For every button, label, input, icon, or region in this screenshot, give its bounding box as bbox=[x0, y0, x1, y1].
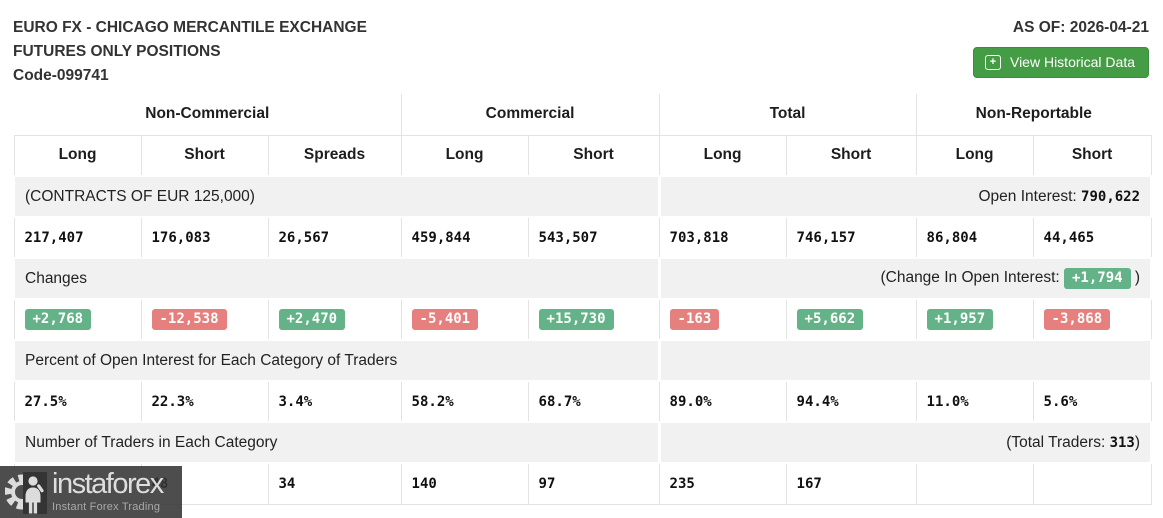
open-interest-cell: Open Interest: 790,622 bbox=[658, 175, 1153, 218]
change-badge: -163 bbox=[669, 309, 720, 330]
watermark-tagline: Instant Forex Trading bbox=[52, 500, 161, 513]
traders-count-cell: 97 bbox=[527, 462, 660, 505]
percent-value-cell: 27.5% bbox=[13, 380, 142, 423]
changes-label: Changes bbox=[12, 257, 661, 300]
percent-band-spacer bbox=[658, 339, 1153, 382]
percent-value-cell: 89.0% bbox=[658, 380, 787, 423]
group-header-commercial: Commercial bbox=[400, 94, 660, 136]
positions-row: 217,407 176,083 26,567 459,844 543,507 7… bbox=[13, 216, 1152, 259]
change-value-cell: +2,470 bbox=[267, 298, 402, 341]
traders-band-row: Number of Traders in Each Category (Tota… bbox=[12, 421, 1153, 464]
report-title-line2: FUTURES ONLY POSITIONS bbox=[13, 43, 221, 60]
report-code: Code-099741 bbox=[13, 67, 109, 84]
report-header-right: AS OF: 2026-04-21 View Historical Data bbox=[972, 16, 1149, 78]
position-value-cell: 746,157 bbox=[785, 216, 917, 259]
change-oi-suffix: ) bbox=[1130, 269, 1141, 286]
position-value-cell: 459,844 bbox=[400, 216, 529, 259]
column-header-nc-short: Short bbox=[140, 134, 269, 177]
position-value-cell: 26,567 bbox=[267, 216, 402, 259]
percent-value-cell: 5.6% bbox=[1032, 380, 1152, 423]
view-historical-data-button[interactable]: View Historical Data bbox=[972, 47, 1149, 78]
column-header-c-short: Short bbox=[527, 134, 660, 177]
changes-band-row: Changes (Change In Open Interest: +1,794… bbox=[12, 257, 1153, 300]
contracts-band-row: (CONTRACTS OF EUR 125,000) Open Interest… bbox=[12, 175, 1153, 218]
traders-count-cell: 235 bbox=[658, 462, 787, 505]
change-value-cell: +5,662 bbox=[785, 298, 917, 341]
traders-count-cell: 167 bbox=[785, 462, 917, 505]
position-value-cell: 703,818 bbox=[658, 216, 787, 259]
percent-value-cell: 58.2% bbox=[400, 380, 529, 423]
group-header-nonreportable: Non-Reportable bbox=[915, 94, 1152, 136]
open-interest-label: Open Interest: bbox=[978, 187, 1082, 205]
group-header-noncommercial: Non-Commercial bbox=[14, 94, 402, 136]
change-oi-badge: +1,794 bbox=[1064, 268, 1131, 289]
contracts-label: (CONTRACTS OF EUR 125,000) bbox=[12, 175, 661, 218]
change-badge: -5,401 bbox=[411, 309, 479, 330]
traders-label: Number of Traders in Each Category bbox=[12, 421, 661, 464]
change-badge: -3,868 bbox=[1043, 309, 1111, 330]
watermark-brand: instaforex bbox=[52, 467, 164, 500]
change-badge: +1,957 bbox=[926, 309, 994, 330]
change-badge: +2,470 bbox=[278, 309, 346, 330]
column-header-nr-long: Long bbox=[915, 134, 1034, 177]
group-header-total: Total bbox=[658, 94, 917, 136]
calendar-plus-icon bbox=[984, 54, 1001, 70]
percents-row: 27.5% 22.3% 3.4% 58.2% 68.7% 89.0% 94.4%… bbox=[13, 380, 1152, 423]
change-value-cell: +15,730 bbox=[527, 298, 660, 341]
position-value-cell: 176,083 bbox=[140, 216, 269, 259]
percent-value-cell: 94.4% bbox=[785, 380, 917, 423]
column-header-t-long: Long bbox=[658, 134, 787, 177]
view-historical-data-label: View Historical Data bbox=[1009, 54, 1135, 70]
total-traders-value: 313 bbox=[1109, 434, 1135, 451]
total-traders-cell: (Total Traders: 313) bbox=[658, 421, 1153, 464]
gear-person-logo-icon bbox=[5, 472, 47, 514]
column-header-nc-long: Long bbox=[13, 134, 142, 177]
report-header: EURO FX - CHICAGO MERCANTILE EXCHANGE FU… bbox=[0, 0, 1163, 92]
position-value-cell: 217,407 bbox=[13, 216, 142, 259]
change-badge: +5,662 bbox=[796, 309, 864, 330]
change-value-cell: -12,538 bbox=[140, 298, 269, 341]
change-value-cell: -163 bbox=[658, 298, 787, 341]
column-header-nc-spreads: Spreads bbox=[267, 134, 402, 177]
percent-band-row: Percent of Open Interest for Each Catego… bbox=[12, 339, 1153, 382]
change-value-cell: +1,957 bbox=[915, 298, 1034, 341]
open-interest-value: 790,622 bbox=[1081, 188, 1141, 205]
traders-count-cell bbox=[915, 462, 1034, 505]
traders-count-cell bbox=[1032, 462, 1152, 505]
column-header-t-short: Short bbox=[785, 134, 917, 177]
column-header-row: Long Short Spreads Long Short Long Short… bbox=[13, 134, 1152, 177]
position-value-cell: 543,507 bbox=[527, 216, 660, 259]
column-header-c-long: Long bbox=[400, 134, 529, 177]
traders-count-cell: 34 bbox=[267, 462, 402, 505]
as-of-date: AS OF: 2026-04-21 bbox=[1012, 19, 1149, 36]
change-badge: +2,768 bbox=[24, 309, 92, 330]
report-title-line1: EURO FX - CHICAGO MERCANTILE EXCHANGE bbox=[13, 19, 367, 36]
change-oi-prefix: (Change In Open Interest: bbox=[880, 269, 1064, 286]
change-value-cell: +2,768 bbox=[13, 298, 142, 341]
change-badge: -12,538 bbox=[151, 309, 227, 330]
report-title-block: EURO FX - CHICAGO MERCANTILE EXCHANGE FU… bbox=[13, 16, 367, 88]
change-badge: +15,730 bbox=[538, 309, 614, 330]
cot-table: Non-Commercial Commercial Total Non-Repo… bbox=[12, 94, 1153, 505]
change-value-cell: -5,401 bbox=[400, 298, 529, 341]
change-value-cell: -3,868 bbox=[1032, 298, 1152, 341]
group-header-row: Non-Commercial Commercial Total Non-Repo… bbox=[14, 94, 1152, 136]
instaforex-watermark: instaforex Instant Forex Trading bbox=[0, 466, 182, 518]
total-traders-suffix: ) bbox=[1134, 433, 1141, 451]
position-value-cell: 86,804 bbox=[915, 216, 1034, 259]
traders-count-cell: 140 bbox=[400, 462, 529, 505]
percent-value-cell: 3.4% bbox=[267, 380, 402, 423]
watermark-text-block: instaforex Instant Forex Trading bbox=[52, 467, 164, 513]
position-value-cell: 44,465 bbox=[1032, 216, 1152, 259]
column-header-nr-short: Short bbox=[1032, 134, 1152, 177]
traders-row: 93 48 34 140 97 235 167 bbox=[13, 462, 1152, 505]
percent-value-cell: 22.3% bbox=[140, 380, 269, 423]
percent-label: Percent of Open Interest for Each Catego… bbox=[12, 339, 661, 382]
total-traders-prefix: (Total Traders: bbox=[1006, 433, 1110, 451]
changes-row: +2,768 -12,538 +2,470 -5,401 +15,730 -16… bbox=[13, 298, 1152, 341]
change-open-interest-cell: (Change In Open Interest: +1,794 ) bbox=[658, 257, 1153, 300]
percent-value-cell: 68.7% bbox=[527, 380, 660, 423]
percent-value-cell: 11.0% bbox=[915, 380, 1034, 423]
